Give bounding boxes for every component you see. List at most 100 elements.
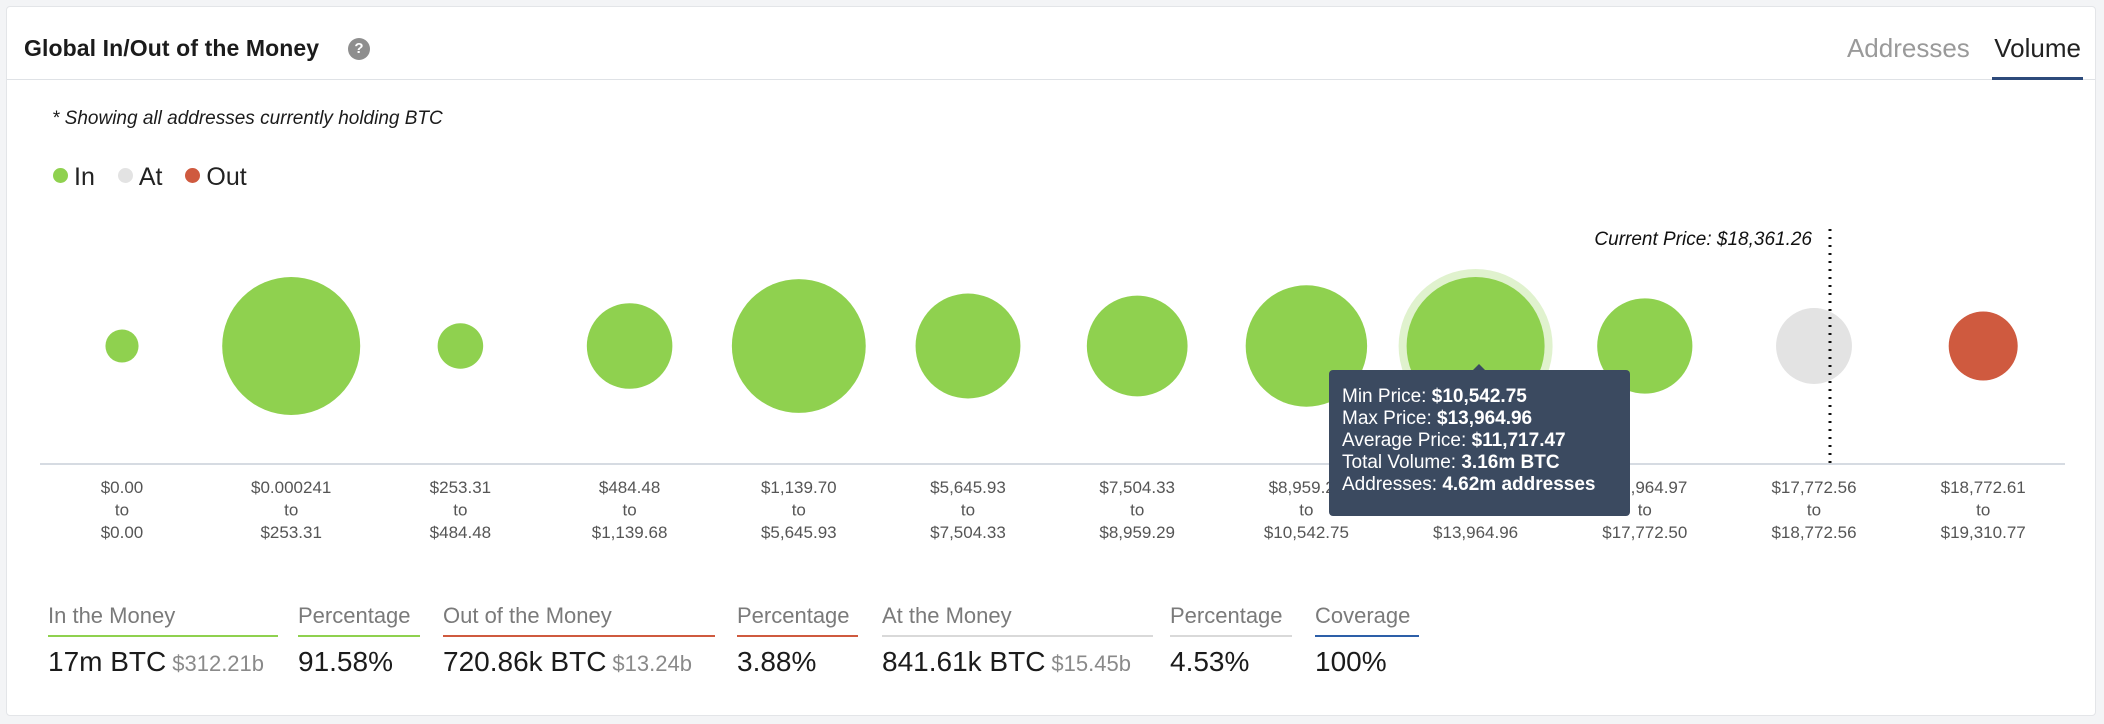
stat-value-usd: $15.45b	[1051, 651, 1131, 676]
stat-value: 17m BTC $312.21b	[48, 646, 278, 678]
tick-label-to: to	[792, 501, 806, 520]
stat-value-main: 17m BTC	[48, 646, 167, 677]
tooltip-value: 4.62m addresses	[1442, 474, 1596, 495]
io-money-card: Global In/Out of the Money ? Addresses V…	[6, 6, 2096, 716]
card-header: Global In/Out of the Money ? Addresses V…	[7, 7, 2095, 80]
bubble-in[interactable]	[586, 303, 673, 389]
tooltip-label: Max Price:	[1342, 408, 1432, 429]
tooltip-label: Average Price:	[1342, 430, 1467, 451]
tick-label-min: $18,772.61	[1941, 478, 2026, 497]
stat-value-usd: $13.24b	[612, 651, 692, 676]
tooltip-value: $11,717.47	[1471, 430, 1566, 451]
current-price-label: Current Price: $18,361.26	[1594, 229, 1812, 250]
tick-label-max: $10,542.75	[1264, 523, 1349, 542]
stat-value: 720.86k BTC $13.24b	[443, 646, 715, 678]
tooltip-row: Max Price: $13,964.96	[1342, 408, 1630, 430]
stat-value-main: 841.61k BTC	[882, 646, 1046, 677]
stat-at-money: At the Money 841.61k BTC $15.45b	[882, 603, 1153, 678]
stat-out-money: Out of the Money 720.86k BTC $13.24b	[443, 603, 715, 678]
tick-label-min: $484.48	[599, 478, 660, 497]
stat-coverage: Coverage 100%	[1315, 603, 1419, 678]
legend-dot-in	[53, 167, 68, 183]
tick-label-to: to	[1299, 501, 1313, 520]
tick-label-min: $0.00	[101, 478, 144, 497]
stat-value: 841.61k BTC $15.45b	[882, 646, 1153, 678]
tick-label-max: $253.31	[260, 523, 321, 542]
tick-label-to: to	[115, 501, 129, 520]
tick-label-max: $17,772.50	[1602, 523, 1687, 542]
stat-out-percentage: Percentage 3.88%	[737, 603, 858, 678]
bubble-tooltip: Min Price: $10,542.75 Max Price: $13,964…	[1329, 370, 1630, 516]
stat-value-usd: $312.21b	[172, 651, 265, 676]
stat-in-percentage: Percentage 91.58%	[298, 603, 420, 678]
bubble-in[interactable]	[731, 279, 866, 413]
tooltip-row: Min Price: $10,542.75	[1342, 386, 1630, 408]
tooltip-label: Min Price:	[1342, 386, 1427, 407]
legend-label-in: In	[74, 163, 95, 191]
bubble-chart: $0.00 to $0.00 $0.000241 to $253.31 $253.31 to $…	[40, 229, 2065, 542]
tick-label-min: $7,504.33	[1099, 478, 1175, 497]
tick-label-max: $484.48	[430, 523, 491, 542]
bubble-out[interactable]	[1948, 311, 2018, 381]
tick-label-min: $1,139.70	[761, 478, 837, 497]
tooltip-value: 3.16m BTC	[1461, 452, 1560, 473]
stat-label: Coverage	[1315, 603, 1419, 637]
bubble-in[interactable]	[222, 277, 361, 415]
tooltip-row: Addresses: 4.62m addresses	[1342, 474, 1630, 496]
stat-label: In the Money	[48, 603, 278, 637]
bubble-in[interactable]	[437, 323, 484, 369]
legend-item-in[interactable]: In	[53, 163, 95, 192]
legend-item-at[interactable]: At	[117, 163, 163, 192]
bubble-in[interactable]	[1597, 298, 1693, 394]
stat-label: Percentage	[737, 603, 858, 637]
tooltip-value: $13,964.96	[1437, 408, 1533, 429]
tab-addresses[interactable]: Addresses	[1846, 33, 1970, 63]
tick-label-to: to	[1807, 501, 1821, 520]
stat-value: 91.58%	[298, 646, 393, 677]
tab-volume[interactable]: Volume	[1992, 33, 2083, 80]
bubble-at[interactable]	[1776, 308, 1852, 384]
tick-label-to: to	[1130, 501, 1144, 520]
tick-label-max: $7,504.33	[930, 523, 1006, 542]
stat-label: At the Money	[882, 603, 1153, 637]
legend-item-out[interactable]: Out	[185, 163, 247, 192]
tick-label-min: $0.000241	[251, 478, 331, 497]
stat-label: Out of the Money	[443, 603, 715, 637]
tooltip-value: $10,542.75	[1431, 386, 1527, 407]
tick-label-to: to	[453, 501, 467, 520]
bubble-in[interactable]	[1086, 295, 1188, 397]
card-title: Global In/Out of the Money	[24, 35, 320, 61]
stat-value: 100%	[1315, 646, 1387, 677]
chart-legend: In At Out	[53, 163, 263, 192]
legend-label-at: At	[138, 163, 163, 191]
tooltip-arrow	[1469, 364, 1489, 374]
tick-label-max: $18,772.56	[1771, 523, 1856, 542]
stat-label: Percentage	[298, 603, 420, 637]
view-tabs: Addresses Volume	[1829, 33, 2083, 80]
stat-in-money: In the Money 17m BTC $312.21b	[48, 603, 278, 678]
tooltip-label: Total Volume:	[1342, 452, 1457, 473]
tick-label-max: $19,310.77	[1941, 523, 2026, 542]
stat-at-percentage: Percentage 4.53%	[1170, 603, 1292, 678]
holding-note: * Showing all addresses currently holdin…	[52, 108, 443, 129]
bubble-in[interactable]	[105, 329, 139, 363]
tooltip-label: Addresses:	[1342, 474, 1438, 495]
tick-label-max: $5,645.93	[761, 523, 837, 542]
tick-label-min: $5,645.93	[930, 478, 1006, 497]
stat-label: Percentage	[1170, 603, 1292, 637]
tooltip-row: Total Volume: 3.16m BTC	[1342, 452, 1630, 474]
question-circle-icon[interactable]: ?	[348, 38, 370, 60]
bubble-in[interactable]	[915, 293, 1021, 399]
tick-label-to: to	[961, 501, 975, 520]
tick-label-to: to	[284, 501, 298, 520]
tick-label-max: $13,964.96	[1433, 523, 1518, 542]
tick-label-to: to	[1976, 501, 1990, 520]
tick-label-min: $8,959.29	[1269, 478, 1345, 497]
tick-label-to: to	[623, 501, 637, 520]
tick-label-min: $17,772.56	[1771, 478, 1856, 497]
tick-label-max: $0.00	[101, 523, 144, 542]
legend-dot-out	[185, 167, 201, 183]
stat-value: 4.53%	[1170, 646, 1250, 677]
stat-value: 3.88%	[737, 646, 817, 677]
legend-dot-at	[117, 167, 133, 183]
